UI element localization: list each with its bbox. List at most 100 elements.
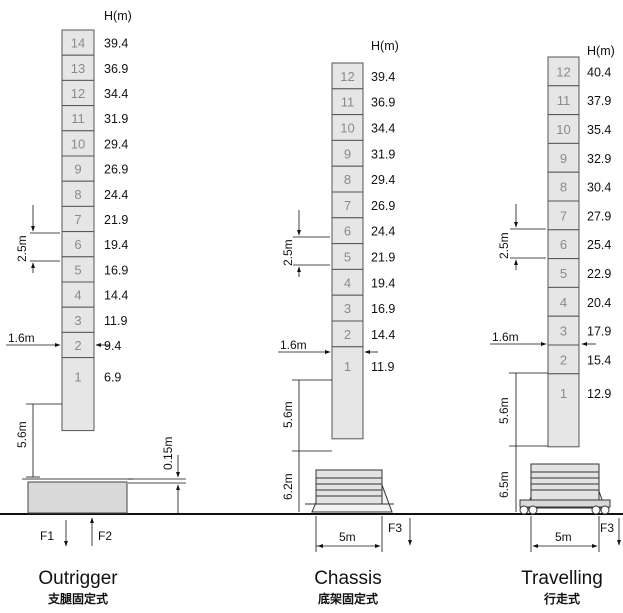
travelling-dim-segment: 2.5m — [497, 232, 511, 259]
travelling-segment-number: 3 — [560, 324, 567, 339]
chassis-h-unit: H(m) — [371, 39, 399, 53]
outrigger-height-label: 19.4 — [104, 238, 128, 252]
chassis-segment-number: 3 — [344, 301, 351, 316]
travelling-chassis-dimension: 6.5m — [497, 446, 517, 512]
chassis-span-dimension: 5m — [315, 516, 383, 552]
outrigger-height-label: 9.4 — [104, 339, 121, 353]
travelling-segment-number: 5 — [560, 266, 567, 281]
chassis-title: Chassis — [314, 568, 382, 589]
chassis-segment-number: 7 — [344, 198, 351, 213]
outrigger-segment — [61, 357, 95, 432]
travelling-dim-width: 1.6m — [492, 330, 519, 344]
outrigger-height-label: 36.9 — [104, 62, 128, 76]
travelling-dim-base: 5.6m — [497, 397, 511, 424]
chassis-height-label: 14.4 — [371, 328, 395, 342]
chassis-force: F3 — [388, 518, 412, 546]
chassis-segment-number: 2 — [344, 327, 351, 342]
outrigger-segment-dimension: 2.5m — [15, 205, 60, 273]
travelling-segment-dimension: 2.5m — [497, 204, 546, 270]
outrigger-segment-number: 10 — [71, 136, 85, 151]
chassis-segment-number: 6 — [344, 224, 351, 239]
chassis-height-label: 19.4 — [371, 276, 395, 290]
chassis-height-label: 29.4 — [371, 173, 395, 187]
outrigger-base-block — [27, 481, 128, 514]
outrigger-width-dimension: 1.6m — [6, 331, 110, 347]
chassis-dim-chassis: 6.2m — [281, 473, 295, 500]
outrigger-height-label: 39.4 — [104, 37, 128, 51]
outrigger-segment — [61, 130, 95, 157]
travelling-height-label: 30.4 — [587, 181, 611, 195]
travelling-segment-number: 9 — [560, 151, 567, 166]
chassis-dim-base: 5.6m — [281, 401, 295, 428]
outrigger-base-dimension: 5.6m — [15, 403, 62, 478]
outrigger-height-label: 6.9 — [104, 371, 121, 385]
outrigger-segment-number: 11 — [71, 111, 85, 126]
travelling-frame — [519, 463, 611, 515]
outrigger-dim-segment: 2.5m — [15, 235, 29, 262]
chassis-height-label: 16.9 — [371, 302, 395, 316]
travelling-segment-number: 8 — [560, 180, 567, 195]
outrigger-height-label: 24.4 — [104, 188, 128, 202]
chassis-dim-segment: 2.5m — [281, 239, 295, 266]
travelling-segment — [547, 114, 580, 144]
chassis-segment-number: 4 — [344, 275, 351, 290]
chassis-mast: 12 39.411 36.910 34.49 31.98 29.47 26.96 24.45 2… — [331, 62, 395, 440]
outrigger-dim-gap: 0.15m — [161, 437, 175, 470]
travelling-segment-number: 2 — [560, 352, 567, 367]
outrigger-segment-number: 7 — [74, 212, 81, 227]
outrigger-segment — [61, 205, 95, 233]
travelling-segment — [547, 229, 580, 260]
outrigger-segment-number: 13 — [71, 61, 85, 76]
chassis-segment — [331, 346, 364, 440]
chassis-segment-number: 9 — [344, 146, 351, 161]
outrigger-height-label: 14.4 — [104, 289, 128, 303]
travelling-dim-span: 5m — [555, 530, 572, 544]
travelling-height-label: 12.9 — [587, 387, 611, 401]
chassis-height-label: 11.9 — [371, 360, 394, 374]
outrigger-dim-base: 5.6m — [15, 421, 29, 448]
travelling-segment-number: 1 — [560, 386, 567, 401]
outrigger-mast: 14 39.413 36.912 34.411 31.910 29.49 26.98 24.4… — [61, 29, 128, 432]
force-f2: F2 — [98, 529, 112, 543]
travelling-segment-number: 11 — [557, 93, 571, 108]
chassis-base-dimension: 5.6m — [281, 379, 332, 452]
travelling-width-dimension: 1.6m — [490, 330, 596, 346]
outrigger-segment-number: 3 — [74, 313, 81, 328]
chassis-height-label: 39.4 — [371, 70, 395, 84]
force-f1: F1 — [40, 529, 54, 543]
outrigger-height-label: 26.9 — [104, 163, 128, 177]
travelling-segment-number: 4 — [560, 295, 567, 310]
chassis-segment — [331, 294, 364, 322]
chassis-segment-dimension: 2.5m — [281, 210, 330, 277]
chassis-segment — [331, 165, 364, 193]
outrigger-segment-number: 5 — [74, 262, 81, 277]
travelling-segment — [547, 56, 580, 87]
outrigger-height-label: 16.9 — [104, 263, 128, 277]
outrigger-height-label: 11.9 — [104, 314, 127, 328]
outrigger-dim-width: 1.6m — [8, 331, 35, 345]
outrigger-segment — [61, 256, 95, 283]
travelling-dim-chassis: 6.5m — [497, 471, 511, 498]
chassis-segment-number: 12 — [340, 69, 354, 84]
chassis-segment — [331, 268, 364, 296]
travelling-segment-number: 6 — [560, 237, 567, 252]
travelling-segment-number: 12 — [556, 64, 570, 79]
travelling-subtitle: 行走式 — [543, 591, 580, 606]
outrigger-h-unit: H(m) — [104, 9, 132, 23]
outrigger-segment — [61, 231, 95, 258]
travelling-segment-number: 10 — [556, 122, 570, 137]
travelling-height-label: 35.4 — [587, 123, 611, 137]
travelling-title: Travelling — [521, 568, 603, 589]
chassis-segment — [331, 191, 364, 219]
chassis-dim-width: 1.6m — [280, 338, 307, 352]
travelling-span-dimension: 5m — [530, 516, 600, 552]
outrigger-height-label: 34.4 — [104, 87, 128, 101]
travelling-force-f3: F3 — [600, 521, 614, 535]
chassis-segment-number: 11 — [341, 95, 355, 110]
chassis-chassis-dimension: 6.2m — [281, 451, 300, 512]
chassis-force-f3: F3 — [388, 521, 402, 535]
travelling-h-unit: H(m) — [587, 44, 615, 58]
chassis-height-label: 21.9 — [371, 251, 395, 265]
chassis-subtitle: 底架固定式 — [318, 591, 378, 606]
